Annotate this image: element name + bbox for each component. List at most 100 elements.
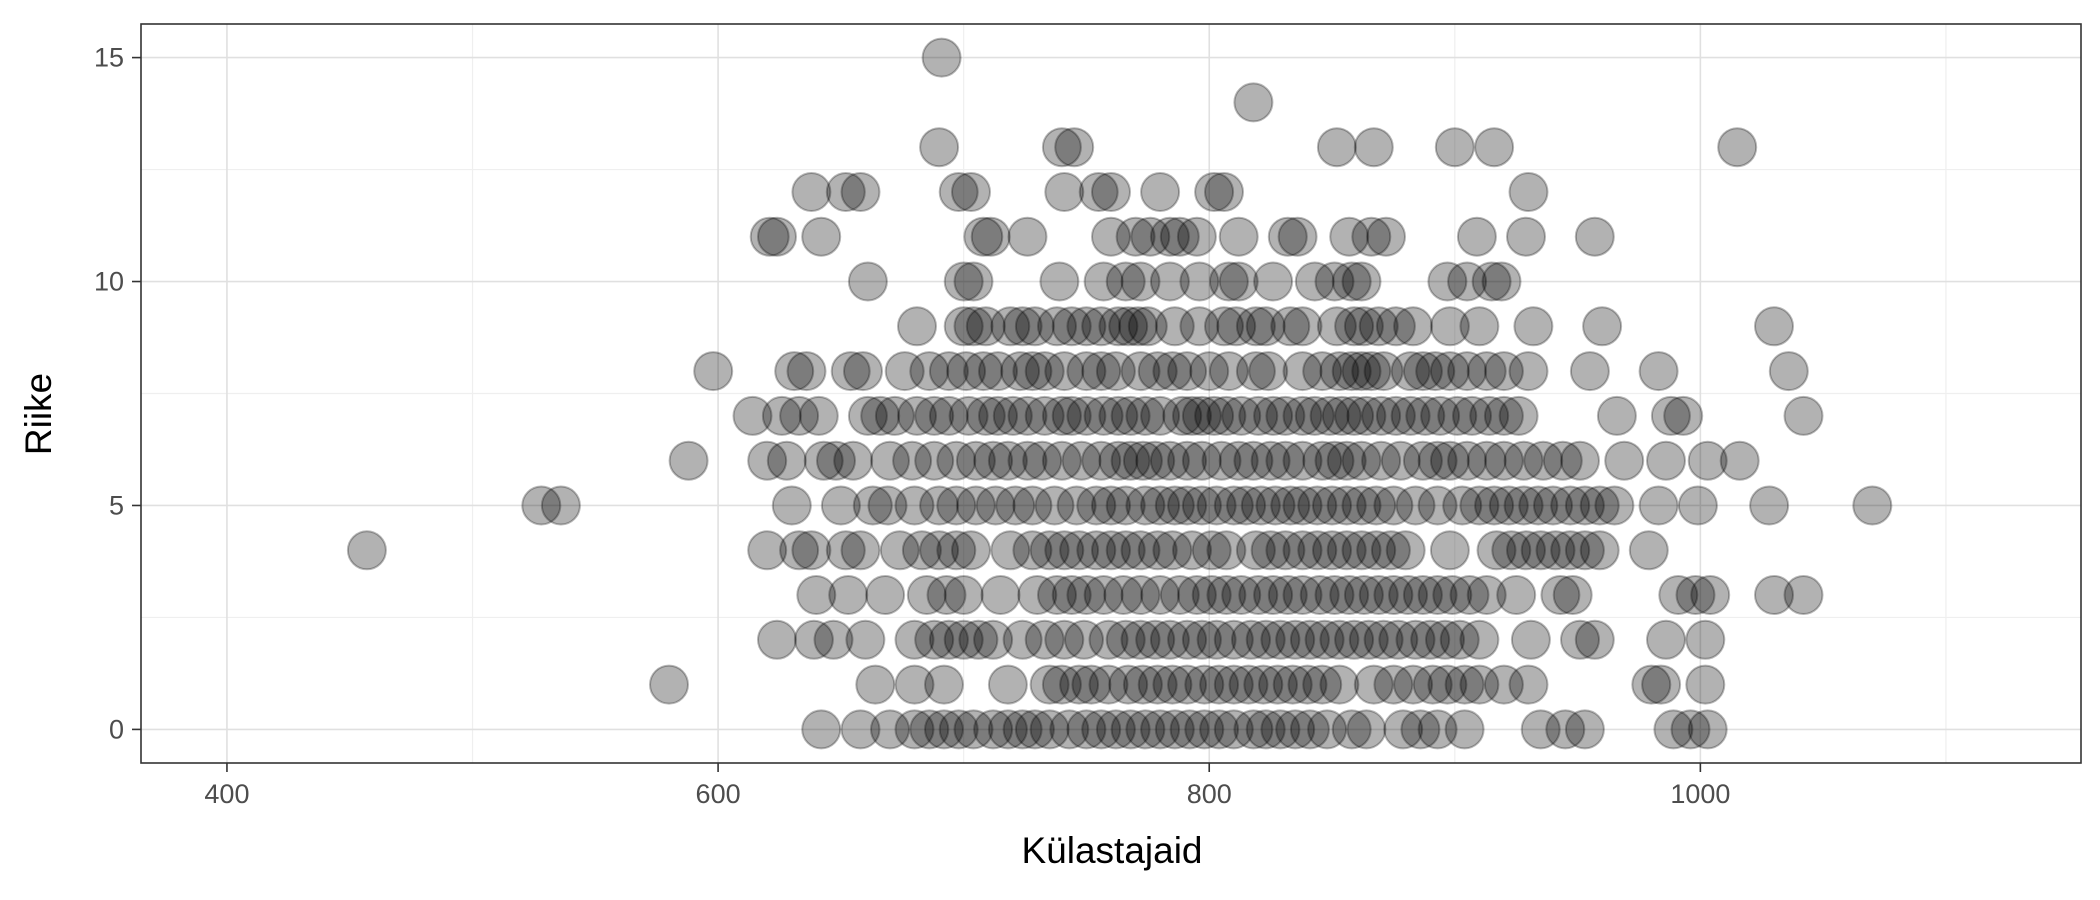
data-point xyxy=(757,619,797,660)
data-point xyxy=(1137,351,1178,392)
data-point xyxy=(1439,619,1480,660)
data-point xyxy=(1304,619,1345,660)
data-point xyxy=(1417,485,1458,526)
data-point xyxy=(1076,485,1117,526)
data-point xyxy=(1270,485,1311,526)
data-point xyxy=(1361,395,1402,436)
data-point xyxy=(897,395,937,436)
data-point xyxy=(1363,619,1404,660)
data-point xyxy=(1312,530,1352,571)
data-point xyxy=(1358,306,1399,347)
data-point xyxy=(1412,664,1453,705)
data-point xyxy=(1066,575,1107,615)
x-tick-label: 400 xyxy=(204,779,249,809)
data-point xyxy=(1400,709,1441,750)
data-point xyxy=(1014,709,1055,750)
data-point xyxy=(668,440,709,481)
data-point xyxy=(1179,306,1220,347)
data-point xyxy=(1523,440,1564,481)
data-point xyxy=(1125,395,1166,436)
data-point xyxy=(1373,664,1414,705)
data-point xyxy=(973,709,1014,750)
data-point xyxy=(995,485,1036,526)
data-point xyxy=(1076,530,1117,571)
data-point xyxy=(1545,709,1586,750)
data-point xyxy=(865,575,906,615)
data-point xyxy=(761,395,802,436)
data-point xyxy=(1206,575,1247,615)
data-point xyxy=(1677,485,1718,526)
data-point xyxy=(1282,395,1323,436)
data-point xyxy=(1120,530,1161,571)
data-point xyxy=(1083,395,1124,436)
data-point xyxy=(1375,395,1416,436)
data-point xyxy=(987,664,1028,705)
data-point xyxy=(1017,575,1058,615)
data-point xyxy=(1213,709,1254,750)
data-point xyxy=(1250,440,1291,481)
data-point xyxy=(906,575,947,615)
data-point xyxy=(1510,619,1551,660)
data-point xyxy=(879,530,920,571)
data-point xyxy=(1265,530,1306,571)
data-point xyxy=(1491,530,1532,571)
data-point xyxy=(1297,485,1338,526)
data-point xyxy=(1496,575,1537,615)
data-point xyxy=(1749,485,1790,526)
data-point xyxy=(1199,709,1240,750)
data-point xyxy=(1066,306,1107,347)
data-point xyxy=(1226,485,1267,526)
data-point xyxy=(1385,530,1426,571)
data-point xyxy=(1240,485,1281,526)
data-point xyxy=(1316,127,1357,168)
data-point xyxy=(1098,440,1139,481)
data-point xyxy=(771,485,812,526)
data-point xyxy=(1105,485,1146,526)
data-point xyxy=(1066,395,1107,436)
data-point xyxy=(1140,395,1181,436)
data-point xyxy=(1051,306,1092,347)
data-point xyxy=(1852,485,1893,526)
data-point xyxy=(1540,575,1581,615)
data-point xyxy=(1415,351,1456,392)
data-point xyxy=(1294,395,1335,436)
data-point xyxy=(951,530,991,571)
data-point xyxy=(1579,485,1620,526)
data-point xyxy=(1233,440,1274,481)
data-point xyxy=(909,709,950,750)
data-point xyxy=(1267,575,1308,615)
data-point xyxy=(1564,485,1605,526)
data-point xyxy=(980,575,1021,615)
data-point xyxy=(1201,440,1242,481)
data-point xyxy=(1167,664,1208,705)
data-point xyxy=(1459,619,1500,660)
data-point xyxy=(1395,485,1436,526)
data-point xyxy=(1518,485,1559,526)
data-point xyxy=(1373,485,1414,526)
data-point xyxy=(1302,664,1343,705)
data-point xyxy=(1260,709,1301,750)
data-point xyxy=(825,172,866,212)
data-point xyxy=(1218,261,1259,302)
data-point xyxy=(1388,575,1429,615)
data-point xyxy=(1393,664,1434,705)
data-point xyxy=(1366,216,1406,257)
data-point xyxy=(1341,530,1382,571)
data-point xyxy=(1341,351,1382,392)
data-point xyxy=(1329,216,1370,257)
y-axis-title: Riike xyxy=(18,373,59,455)
data-point xyxy=(1115,216,1156,257)
data-point xyxy=(1120,351,1161,392)
data-point xyxy=(1331,709,1372,750)
data-point xyxy=(816,440,856,481)
data-point xyxy=(1122,440,1163,481)
data-point xyxy=(870,440,910,481)
data-point xyxy=(1167,485,1208,526)
data-point xyxy=(1434,127,1475,168)
data-point xyxy=(1658,575,1699,615)
data-point xyxy=(1149,440,1190,481)
data-point xyxy=(1506,216,1546,257)
data-point xyxy=(987,709,1028,750)
data-point xyxy=(1127,306,1168,347)
